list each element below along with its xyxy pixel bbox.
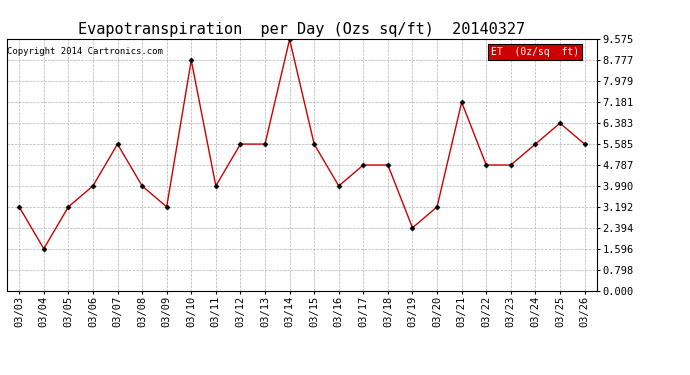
Text: ET  (0z/sq  ft): ET (0z/sq ft) [491,47,579,57]
Text: Copyright 2014 Cartronics.com: Copyright 2014 Cartronics.com [8,47,164,56]
Title: Evapotranspiration  per Day (Ozs sq/ft)  20140327: Evapotranspiration per Day (Ozs sq/ft) 2… [78,22,526,37]
